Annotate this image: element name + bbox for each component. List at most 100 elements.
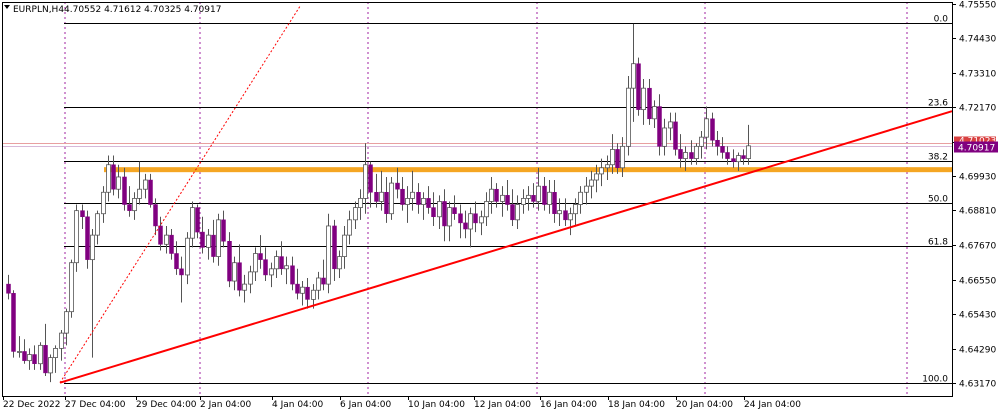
bear-candle [227, 241, 232, 282]
bear-candle [657, 106, 662, 147]
bear-candle [473, 213, 478, 224]
bear-candle [221, 219, 226, 242]
bull-candle [284, 265, 289, 270]
bear-candle [452, 207, 457, 214]
price-tick-label: 4.69930 [959, 173, 996, 183]
symbol-dropdown-icon[interactable] [4, 5, 10, 9]
bull-candle [421, 197, 426, 205]
bull-candle [116, 176, 121, 190]
bull-candle [573, 204, 578, 215]
bear-candle [195, 207, 200, 233]
bear-candle [673, 121, 678, 150]
bull-candle [668, 121, 673, 129]
bull-candle [584, 185, 589, 193]
bear-candle [689, 152, 694, 159]
bear-candle [505, 195, 510, 205]
bull-candle [662, 127, 667, 147]
bull-candle [48, 357, 53, 374]
time-tick-label: 22 Dec 2022 [3, 400, 61, 410]
bear-candle [647, 87, 652, 120]
bear-candle [22, 351, 27, 361]
fib-level-label: 50.0 [928, 195, 948, 205]
bear-candle [442, 201, 447, 227]
bear-candle [43, 345, 48, 374]
dotted-trendline[interactable] [59, 5, 301, 383]
bull-candle [216, 219, 221, 257]
bull-candle [620, 145, 625, 169]
bull-candle [274, 256, 279, 270]
bear-candle [368, 164, 373, 193]
time-tick-label: 20 Jan 04:00 [676, 400, 733, 410]
bull-candle [500, 194, 505, 202]
support-zone-rect[interactable] [104, 167, 952, 173]
bear-candle [153, 204, 158, 227]
price-tick-label: 4.63170 [959, 380, 996, 390]
fib-level-label: 38.2 [928, 153, 948, 163]
bull-candle [641, 87, 646, 111]
support-zone[interactable] [2, 143, 952, 173]
bull-candle [694, 145, 699, 160]
price-tick-label: 4.72170 [959, 104, 996, 114]
trendlines[interactable] [59, 5, 953, 384]
bull-candle [405, 197, 410, 205]
plot-border [2, 2, 953, 397]
price-tick-label: 4.68810 [959, 207, 996, 217]
bull-candle [389, 182, 394, 215]
time-tick-label: 27 Dec 04:00 [65, 400, 126, 410]
bear-candle [741, 155, 746, 159]
bear-candle [615, 149, 620, 169]
bull-candle [137, 188, 142, 199]
bull-candle [363, 164, 368, 199]
bear-candle [174, 253, 179, 270]
price-tick-label: 4.74430 [959, 35, 996, 45]
bull-candle [631, 63, 636, 89]
price-tick-label: 4.67670 [959, 242, 996, 252]
time-tick-label: 24 Jan 04:00 [744, 400, 801, 410]
fib-level-label: 61.8 [928, 238, 948, 248]
price-tick-label: 4.66550 [959, 277, 996, 287]
bear-candle [80, 210, 85, 218]
bull-candle [132, 197, 137, 212]
bear-candle [374, 192, 379, 202]
bear-candle [6, 283, 11, 294]
bull-candle [437, 201, 442, 218]
bull-candle [468, 213, 473, 230]
bear-candle [636, 63, 641, 110]
bull-candle [489, 188, 494, 202]
bear-candle [179, 268, 184, 276]
bear-candle [494, 188, 499, 202]
bull-candle [578, 191, 583, 205]
bull-candle [316, 277, 321, 291]
bear-candle [295, 283, 300, 294]
bear-candle [11, 293, 16, 352]
chart-header: EURPLN,H4 4.70552 4.71612 4.70325 4.7091… [4, 5, 221, 15]
ohlc-values: 4.70552 4.71612 4.70325 4.70917 [64, 5, 221, 15]
price-axis[interactable]: 4.755504.744304.733104.721704.710504.699… [952, 1, 998, 390]
bull-candle [568, 213, 573, 221]
bull-candle [652, 106, 657, 120]
bull-candle [17, 351, 22, 353]
bull-candle [300, 286, 305, 294]
bull-candle [95, 213, 100, 236]
bull-candle [610, 149, 615, 166]
bull-candle [699, 136, 704, 147]
time-axis[interactable]: 22 Dec 2022 27 Dec 04:00 29 Dec 04:00 2 Jan… [3, 396, 801, 410]
bear-candle [85, 216, 90, 260]
bull-candle [599, 167, 604, 175]
bear-candle [384, 192, 389, 214]
bull-candle [269, 268, 274, 276]
bear-candle [263, 259, 268, 276]
bear-candle [510, 204, 515, 221]
bull-candle [447, 207, 452, 227]
ascending-trendline[interactable] [59, 110, 953, 384]
bull-candle [347, 219, 352, 236]
bull-candle [337, 256, 342, 270]
bull-candle [164, 234, 169, 245]
bull-candle [27, 354, 32, 362]
bear-candle [725, 152, 730, 159]
bear-candle [710, 118, 715, 141]
chart-frame [2, 2, 953, 397]
bull-candle [521, 197, 526, 205]
time-tick-label: 10 Jan 04:00 [408, 400, 465, 410]
